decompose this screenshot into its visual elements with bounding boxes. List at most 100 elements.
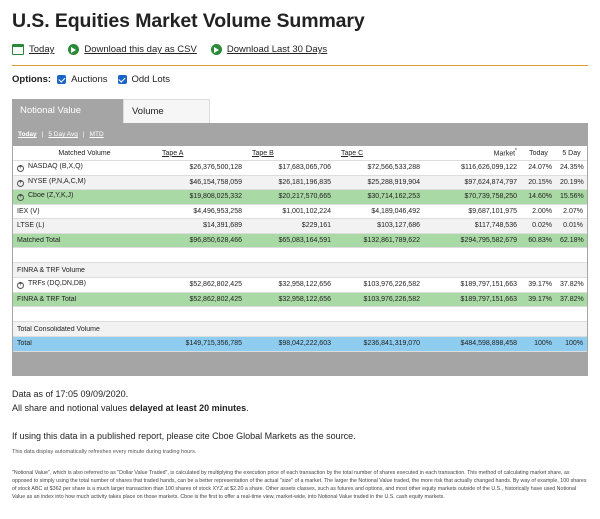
table-row[interactable]: + TRFs (DQ,DN,DB) $52,862,802,425 $32,958,1… (13, 278, 587, 293)
tab-volume-summary[interactable]: Volume Summary (123, 99, 210, 141)
five-day-pct: 37.82% (560, 281, 584, 289)
download-30-days-link[interactable]: Download Last 30 Days (210, 44, 328, 55)
row-name-cell: IEX (V) (13, 208, 156, 215)
total-row: Total $149,715,356,785 $98,042,222,603 $… (13, 337, 587, 352)
market-footnote-marker: * (515, 148, 517, 155)
expand-plus-icon[interactable]: + (17, 179, 24, 187)
delay-notice: All share and notional values delayed at… (12, 403, 249, 413)
five-day-pct: 37.82% (560, 295, 584, 303)
row-name: Matched Total (17, 236, 61, 244)
subtab-today[interactable]: Today (18, 131, 37, 138)
expand-plus-icon[interactable]: + (17, 194, 24, 202)
today-pct: 0.02% (532, 222, 552, 230)
market-value: $294,795,582,679 (460, 236, 517, 244)
page-title: U.S. Equities Market Volume Summary (12, 10, 365, 32)
tape-c-value: $103,976,226,582 (363, 281, 420, 289)
five-day-pct: 0.01% (563, 222, 583, 230)
auctions-checkbox[interactable]: Auctions (57, 74, 108, 85)
tape-b-value: $98,042,222,603 (278, 340, 331, 348)
checkbox-checked-icon (57, 75, 67, 84)
col-tape-b[interactable]: Tape B (252, 149, 274, 157)
col-matched-volume: Matched Volume (58, 149, 111, 157)
consolidated-section-header: Total Consolidated Volume (13, 322, 587, 337)
row-name: Cboe (Z,Y,K,J) (28, 192, 74, 200)
five-day-pct: 20.19% (560, 178, 584, 186)
checkbox-checked-icon (117, 75, 127, 84)
odd-lots-checkbox[interactable]: Odd Lots (117, 74, 170, 85)
expand-plus-icon[interactable]: + (17, 165, 24, 173)
tape-a-value: $52,862,802,425 (189, 281, 242, 289)
download-icon (210, 44, 222, 55)
tape-a-value: $149,715,356,785 (185, 340, 242, 348)
row-name-cell: LTSE (L) (13, 222, 156, 229)
tab-notional-value-summary[interactable]: Notional Value Summary (12, 99, 123, 140)
tab-bar: Notional Value Summary Volume Summary (12, 99, 210, 141)
today-pct: 60.83% (528, 236, 552, 244)
tape-c-value: $30,714,162,253 (367, 193, 420, 201)
row-name: Total (17, 340, 32, 348)
tape-c-value: $236,841,319,070 (363, 340, 420, 348)
download-30-label: Download Last 30 Days (226, 44, 328, 55)
table-row[interactable]: + NYSE (P,N,A,C,M) $46,154,758,059 $26,181,… (13, 175, 587, 190)
col-today: Today (529, 149, 548, 157)
tape-a-value: $19,808,025,332 (189, 193, 242, 201)
today-pct: 39.17% (528, 281, 552, 289)
market-value: $189,797,151,663 (460, 295, 517, 303)
col-5-day: 5 Day (562, 149, 581, 157)
market-value: $9,687,101,975 (468, 207, 517, 215)
download-icon (68, 44, 80, 55)
subtab-mtd[interactable]: MTD (89, 131, 104, 138)
tape-a-value: $96,850,628,466 (189, 236, 242, 244)
row-name: TRFs (DQ,DN,DB) (28, 280, 86, 288)
spacer-row (13, 248, 587, 263)
today-pct: 2.00% (532, 207, 552, 215)
refresh-note: This data display automatically refreshe… (12, 449, 197, 455)
row-name: LTSE (L) (17, 222, 45, 230)
today-link[interactable]: Today (12, 44, 54, 55)
tape-b-value: $1,001,102,224 (282, 207, 331, 215)
col-tape-a[interactable]: Tape A (162, 149, 184, 157)
tape-c-value: $132,861,789,622 (363, 236, 420, 244)
notional-value-footnote: "Notional Value", which is also referred… (12, 470, 587, 500)
row-name-cell: + NYSE (P,N,A,C,M) (13, 178, 156, 187)
today-pct: 14.60% (528, 193, 552, 201)
table-row: Matched Total $96,850,628,466 $65,083,164,… (13, 233, 587, 248)
row-name: IEX (V) (17, 207, 40, 215)
tape-a-value: $14,391,689 (203, 222, 242, 230)
tape-b-value: $17,683,065,706 (278, 164, 331, 172)
expand-plus-icon[interactable]: + (17, 282, 24, 290)
today-pct: 39.17% (528, 295, 552, 303)
tape-c-value: $103,127,686 (377, 222, 420, 230)
table-row[interactable]: + Cboe (Z,Y,K,J) $19,808,025,332 $20,217,57… (13, 190, 587, 205)
today-pct: 24.07% (528, 164, 552, 172)
today-pct: 100% (534, 340, 552, 348)
tape-b-value: $20,217,570,665 (278, 193, 331, 201)
row-name: NYSE (P,N,A,C,M) (28, 177, 86, 185)
market-value: $116,626,099,122 (461, 164, 517, 172)
tape-a-value: $52,862,802,425 (189, 295, 242, 303)
today-pct: 20.15% (528, 178, 552, 186)
tape-a-value: $26,376,500,128 (189, 164, 242, 172)
today-label: Today (29, 44, 55, 55)
action-bar: Today Download this day as CSV Download … (12, 44, 341, 55)
tape-b-value: $32,958,122,656 (278, 295, 331, 303)
row-name-cell: + TRFs (DQ,DN,DB) (13, 280, 156, 290)
market-value: $97,624,874,797 (464, 178, 517, 186)
table-row[interactable]: + NASDAQ (B,X,Q) $26,376,500,128 $17,683,06… (13, 161, 587, 176)
market-value: $189,797,151,663 (460, 281, 517, 289)
download-day-csv-link[interactable]: Download this day as CSV (68, 44, 197, 55)
subtab-5-day-avg[interactable]: 5 Day Avg (48, 131, 78, 138)
data-timestamp: Data as of 17:05 09/09/2020. (12, 389, 129, 399)
col-tape-c[interactable]: Tape C (341, 149, 364, 157)
tape-b-value: $65,083,164,591 (278, 236, 331, 244)
five-day-pct: 2.07% (563, 207, 583, 215)
market-value: $484,598,898,458 (460, 340, 517, 348)
table-header: Matched Volume Tape A Tape B Tape C Mark… (13, 146, 587, 161)
row-name-cell: + NASDAQ (B,X,Q) (13, 163, 156, 173)
tape-a-value: $4,496,953,258 (193, 207, 242, 215)
auctions-label: Auctions (71, 74, 108, 85)
tape-c-value: $72,566,533,288 (367, 164, 420, 172)
five-day-pct: 15.56% (560, 193, 584, 201)
five-day-pct: 24.35% (560, 164, 584, 172)
divider (12, 65, 588, 66)
